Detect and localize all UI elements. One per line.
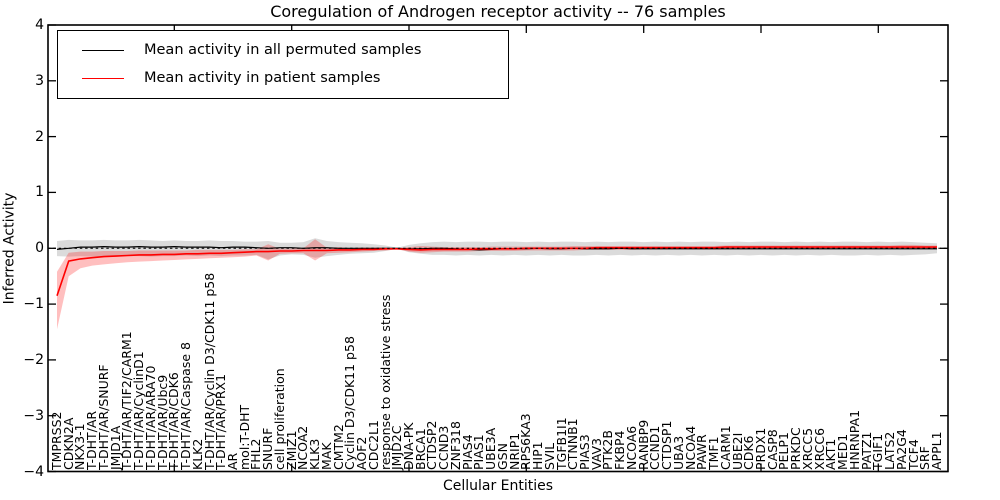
x-category-label: T-DHT/AR/Caspase 8: [178, 341, 194, 470]
legend-item-permuted: Mean activity in all permuted samples: [58, 36, 508, 64]
x-category-label: HIP1: [530, 440, 546, 470]
x-category-label: mol:T-DHT: [236, 404, 252, 470]
legend-item-patient: Mean activity in patient samples: [58, 64, 508, 92]
x-category-label: APPL1: [929, 430, 944, 470]
x-category-label: XRCC6: [811, 427, 827, 470]
x-category-label: RPS6KA3: [518, 412, 534, 470]
y-tick-label: 2: [35, 128, 44, 145]
x-category-label: Cyclin D3/CDK11 p58: [342, 335, 358, 470]
x-category-label: PA2G4: [893, 428, 909, 470]
x-category-label: PIAS3: [577, 433, 592, 470]
x-category-label: CTDSP1: [659, 420, 675, 470]
y-tick-label: 4: [35, 17, 44, 33]
legend-line-patient-icon: [82, 77, 124, 79]
y-tick-label: −1: [23, 296, 44, 313]
x-category-label: T-DHT/AR/PRX1: [213, 373, 229, 470]
x-category-label: UBE3A: [483, 427, 499, 470]
y-tick-label: 0: [35, 240, 44, 257]
y-tick-label: −3: [23, 407, 44, 424]
legend-label-permuted: Mean activity in all permuted samples: [144, 42, 422, 58]
x-category-label: PAWR: [694, 433, 710, 470]
x-axis-label: Cellular Entities: [442, 478, 554, 494]
legend-line-permuted-icon: [82, 49, 124, 51]
y-tick-label: −4: [23, 463, 44, 480]
patient-mean-line: [56, 246, 937, 296]
y-tick-label: 3: [35, 72, 44, 89]
y-tick-label: 1: [35, 184, 44, 201]
legend: Mean activity in all permuted samples Me…: [57, 30, 509, 99]
legend-label-patient: Mean activity in patient samples: [144, 70, 381, 86]
x-category-label: TCF4: [905, 438, 921, 470]
y-tick-label: −2: [23, 351, 44, 368]
x-category-label: NCOA2: [295, 425, 311, 470]
x-category-label: KLK3: [307, 438, 323, 470]
chart-title: Coregulation of Androgen receptor activi…: [270, 2, 726, 21]
